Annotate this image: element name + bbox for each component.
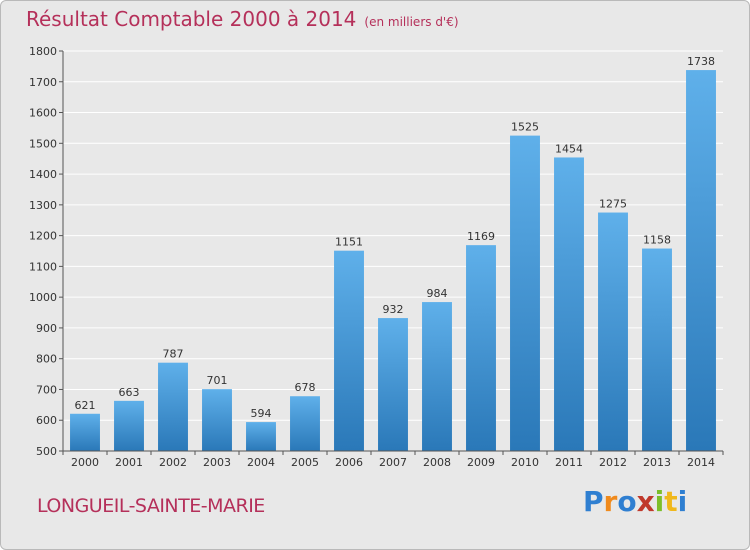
- bar-2004: [246, 422, 276, 451]
- logo-letter: o: [617, 485, 637, 518]
- x-tick-label-2008: 2008: [423, 456, 451, 469]
- value-label-2006: 1151: [335, 236, 363, 249]
- logo-letter: x: [636, 485, 655, 518]
- y-tick-label: 1400: [29, 168, 57, 181]
- bar-2009: [466, 245, 496, 451]
- bar-2007: [378, 318, 408, 451]
- x-tick-label-2010: 2010: [511, 456, 539, 469]
- y-tick-label: 1100: [29, 260, 57, 273]
- bar-2014: [686, 70, 716, 452]
- bar-2001: [114, 400, 144, 451]
- value-label-2013: 1158: [643, 234, 671, 247]
- y-tick-label: 900: [36, 322, 57, 335]
- proxiti-logo: Proxiti: [583, 485, 687, 518]
- bar-layer: [70, 70, 716, 452]
- chart-subtitle: (en milliers d'€): [364, 15, 459, 29]
- bar-2010: [510, 135, 540, 451]
- y-tick-label: 1700: [29, 76, 57, 89]
- y-tick-label: 700: [36, 383, 57, 396]
- x-tick-label-2007: 2007: [379, 456, 407, 469]
- value-label-2008: 984: [427, 287, 448, 300]
- bar-2008: [422, 302, 452, 451]
- x-tick-label-2004: 2004: [247, 456, 275, 469]
- bar-2012: [598, 212, 628, 451]
- value-label-2005: 678: [295, 381, 316, 394]
- logo-letter: i: [654, 485, 665, 518]
- value-label-2011: 1454: [555, 142, 583, 155]
- x-tick-label-2009: 2009: [467, 456, 495, 469]
- value-label-2001: 663: [119, 386, 140, 399]
- y-tick-label: 1500: [29, 137, 57, 150]
- value-label-2000: 621: [75, 399, 96, 412]
- y-tick-label: 1800: [29, 45, 57, 58]
- y-tick-label: 1200: [29, 230, 57, 243]
- y-tick-label: 600: [36, 414, 57, 427]
- chart-title: Résultat Comptable 2000 à 2014 (en millie…: [26, 7, 459, 31]
- value-label-2002: 787: [163, 348, 184, 361]
- x-tick-label-2012: 2012: [599, 456, 627, 469]
- value-label-2014: 1738: [687, 55, 715, 68]
- value-label-2009: 1169: [467, 230, 495, 243]
- bar-2000: [70, 413, 100, 451]
- y-tick-label: 1300: [29, 199, 57, 212]
- label-layer: 621 663 787 701 594 678 1151 932 984 1169 1525 1454…: [75, 55, 716, 420]
- logo-letter: r: [603, 485, 618, 518]
- y-tick-label: 800: [36, 353, 57, 366]
- x-tick-label-2013: 2013: [643, 456, 671, 469]
- logo-letter: P: [583, 485, 604, 518]
- x-tick-label-2011: 2011: [555, 456, 583, 469]
- x-tick-label-2002: 2002: [159, 456, 187, 469]
- x-tick-label-2000: 2000: [71, 456, 99, 469]
- y-tick-label: 500: [36, 445, 57, 458]
- value-label-2007: 932: [383, 303, 404, 316]
- value-label-2010: 1525: [511, 121, 539, 134]
- logo-letter: t: [664, 485, 678, 518]
- chart-title-text: Résultat Comptable 2000 à 2014: [26, 7, 357, 31]
- bar-2006: [334, 250, 364, 451]
- value-label-2003: 701: [207, 374, 228, 387]
- x-tick-label-2014: 2014: [687, 456, 715, 469]
- x-tick-label-2006: 2006: [335, 456, 363, 469]
- bar-2011: [554, 157, 584, 451]
- axis-layer: 500 600 700 800 900 1000 1100 1200 1300 1400 1500 1…: [29, 45, 724, 469]
- x-tick-label-2003: 2003: [203, 456, 231, 469]
- bar-2002: [158, 362, 188, 451]
- value-label-2004: 594: [251, 407, 272, 420]
- town-name: LONGUEIL-SAINTE-MARIE: [37, 495, 265, 517]
- y-tick-label: 1600: [29, 107, 57, 120]
- logo-letter: i: [677, 485, 688, 518]
- bar-2013: [642, 248, 672, 451]
- value-label-2012: 1275: [599, 198, 627, 211]
- bar-2005: [290, 396, 320, 451]
- bar-2003: [202, 389, 232, 451]
- x-tick-label-2005: 2005: [291, 456, 319, 469]
- x-tick-label-2001: 2001: [115, 456, 143, 469]
- y-tick-label: 1000: [29, 291, 57, 304]
